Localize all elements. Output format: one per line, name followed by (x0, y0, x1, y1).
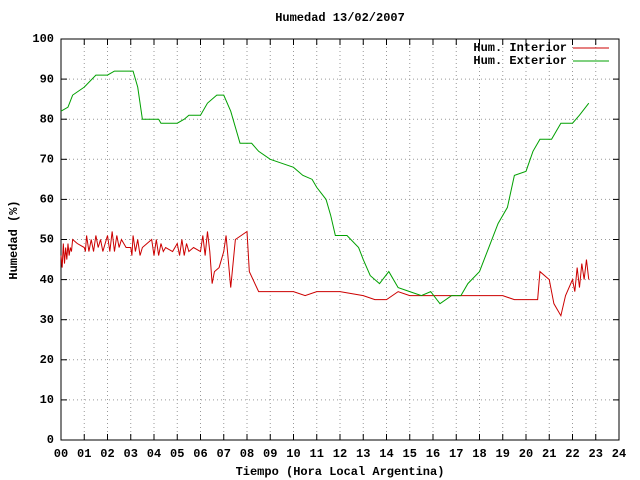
x-tick-label: 22 (565, 447, 579, 461)
x-tick-label: 11 (310, 447, 324, 461)
y-tick-label: 50 (40, 233, 54, 247)
x-tick-label: 21 (542, 447, 556, 461)
plot-border (60, 38, 620, 441)
y-tick-label: 20 (40, 353, 54, 367)
y-tick-label: 0 (47, 433, 54, 447)
x-tick-label: 08 (240, 447, 254, 461)
x-tick-label: 13 (356, 447, 370, 461)
x-tick-label: 05 (170, 447, 184, 461)
chart-title: Humedad 13/02/2007 (275, 11, 405, 25)
y-tick-label: 90 (40, 72, 54, 86)
x-tick-label: 16 (426, 447, 440, 461)
x-tick-label: 01 (77, 447, 91, 461)
line-series (60, 230, 590, 318)
x-tick-label: 18 (472, 447, 486, 461)
legend-label: Hum. Exterior (473, 54, 567, 68)
x-tick-label: 03 (124, 447, 138, 461)
y-tick-label: 60 (40, 193, 54, 207)
y-tick-label: 70 (40, 152, 54, 166)
x-tick-label: 20 (519, 447, 533, 461)
x-tick-label: 19 (496, 447, 510, 461)
x-axis-label: Tiempo (Hora Local Argentina) (236, 465, 445, 479)
x-tick-label: 06 (193, 447, 207, 461)
x-tick-label: 07 (217, 447, 231, 461)
x-tick-label: 17 (449, 447, 463, 461)
x-tick-label: 10 (286, 447, 300, 461)
legend-label: Hum. Interior (473, 41, 567, 55)
x-tick-label: 12 (333, 447, 347, 461)
y-tick-label: 80 (40, 112, 54, 126)
y-axis-label: Humedad (%) (7, 200, 21, 279)
x-tick-label: 02 (100, 447, 114, 461)
y-tick-label: 30 (40, 313, 54, 327)
x-tick-label: 23 (589, 447, 603, 461)
x-tick-label: 09 (263, 447, 277, 461)
x-tick-label: 04 (147, 447, 161, 461)
y-tick-label: 10 (40, 393, 54, 407)
x-tick-label: 00 (54, 447, 68, 461)
x-tick-label: 15 (403, 447, 417, 461)
y-tick-label: 100 (32, 32, 54, 46)
x-tick-label: 24 (612, 447, 626, 461)
line-series (60, 70, 590, 305)
x-tick-label: 14 (379, 447, 393, 461)
y-tick-label: 40 (40, 273, 54, 287)
